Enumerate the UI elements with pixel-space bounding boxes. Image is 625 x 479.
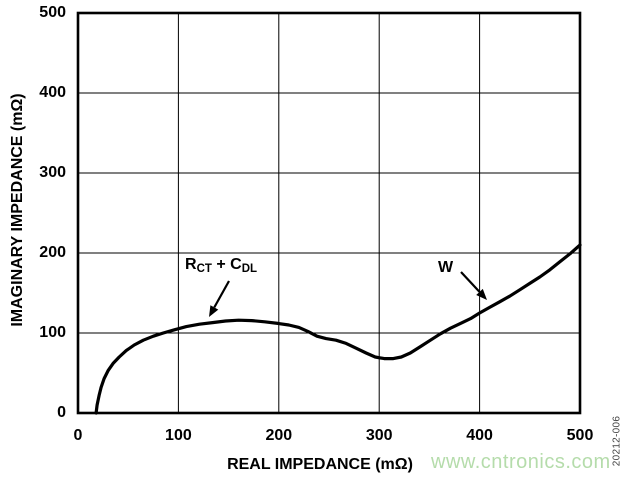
x-tick-label: 500 — [566, 427, 594, 444]
y-tick-label: 500 — [39, 4, 66, 21]
annotation-subscript: CT — [196, 263, 212, 275]
x-tick-label: 200 — [265, 427, 293, 444]
annotation-text: + C — [211, 256, 242, 273]
watermark: www.cntronics.com — [431, 451, 611, 473]
annotation-text: R — [185, 256, 197, 273]
annotation-warburg: W — [438, 259, 454, 276]
y-tick-label: 200 — [39, 244, 66, 261]
y-tick-label: 100 — [39, 324, 66, 341]
annotation-subscript: DL — [241, 263, 258, 275]
y-tick-label: 400 — [39, 84, 66, 101]
x-axis-title: REAL IMPEDANCE (mΩ) — [227, 456, 413, 473]
figure-number: 20212-006 — [611, 415, 623, 467]
x-tick-label: 0 — [73, 427, 83, 444]
x-tick-label: 100 — [165, 427, 192, 444]
y-tick-label: 0 — [57, 404, 66, 421]
x-tick-label: 300 — [365, 427, 393, 444]
annotation-rct-cdl: RCT + CDL — [185, 256, 257, 275]
y-tick-label: 300 — [39, 164, 66, 181]
x-tick-label: 400 — [466, 427, 493, 444]
y-axis-title: IMAGINARY IMPEDANCE (mΩ) — [9, 93, 26, 327]
